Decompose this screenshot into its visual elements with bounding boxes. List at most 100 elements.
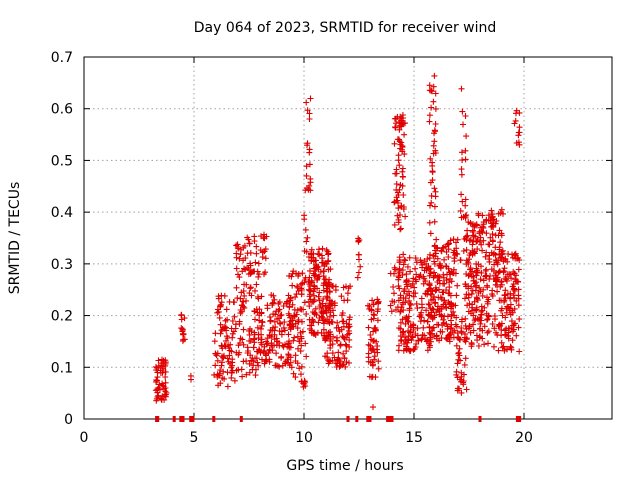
data-point xyxy=(263,352,270,359)
data-point xyxy=(247,352,254,359)
data-point xyxy=(246,327,252,334)
data-point xyxy=(218,299,225,306)
data-point xyxy=(404,317,411,324)
data-point xyxy=(369,297,376,304)
data-point xyxy=(252,259,259,266)
data-point xyxy=(465,294,472,301)
data-point xyxy=(311,309,318,316)
data-point xyxy=(396,119,403,126)
data-point xyxy=(273,350,280,357)
data-point xyxy=(307,95,314,102)
data-point xyxy=(212,330,219,337)
data-point xyxy=(488,207,495,214)
data-point xyxy=(471,280,478,287)
data-point xyxy=(246,360,253,367)
data-point xyxy=(237,335,244,342)
data-point xyxy=(252,287,258,294)
data-point xyxy=(179,328,186,335)
data-point xyxy=(432,272,439,279)
data-point xyxy=(247,262,254,269)
data-point xyxy=(270,299,277,306)
data-point xyxy=(467,329,474,336)
data-point xyxy=(504,346,511,352)
data-point xyxy=(374,317,381,324)
x-tick-label: 15 xyxy=(405,430,423,446)
data-point xyxy=(508,346,515,353)
data-point xyxy=(218,301,224,308)
data-point xyxy=(278,311,285,318)
data-point xyxy=(511,288,518,294)
data-point xyxy=(462,355,469,362)
data-point xyxy=(484,316,490,323)
data-point xyxy=(426,281,433,288)
data-point xyxy=(467,270,474,277)
data-point xyxy=(297,329,304,336)
data-point xyxy=(485,328,492,335)
data-point xyxy=(295,272,302,279)
data-point xyxy=(511,251,518,258)
data-point xyxy=(306,161,313,168)
data-point xyxy=(327,328,334,335)
data-point xyxy=(497,239,504,246)
data-point xyxy=(159,369,166,376)
data-point xyxy=(387,302,394,309)
data-point xyxy=(446,269,453,276)
data-point xyxy=(291,306,298,313)
data-point xyxy=(439,289,446,296)
data-point xyxy=(223,306,230,313)
data-point xyxy=(413,259,420,266)
data-point xyxy=(302,340,309,347)
data-point xyxy=(489,292,496,299)
data-point xyxy=(280,303,287,309)
data-point xyxy=(161,386,167,393)
data-point xyxy=(429,168,436,175)
data-point xyxy=(241,281,248,288)
data-point xyxy=(240,358,247,365)
data-point xyxy=(401,131,408,138)
data-point xyxy=(375,300,382,307)
data-point xyxy=(370,301,377,308)
data-point xyxy=(513,297,520,304)
data-point xyxy=(258,233,264,240)
data-point xyxy=(515,266,522,273)
data-point xyxy=(244,344,251,351)
data-point xyxy=(402,295,409,302)
data-point xyxy=(432,188,439,195)
data-point xyxy=(458,191,465,198)
data-point xyxy=(460,121,466,128)
data-point xyxy=(300,380,307,387)
data-point xyxy=(282,360,289,367)
data-point xyxy=(477,288,484,295)
data-point xyxy=(180,331,187,338)
data-point xyxy=(395,157,402,164)
data-point xyxy=(455,335,462,341)
data-point xyxy=(426,219,433,226)
data-point xyxy=(431,269,438,276)
data-point xyxy=(483,249,490,256)
data-point xyxy=(306,182,313,189)
data-point xyxy=(394,189,401,196)
data-point xyxy=(257,247,264,254)
data-point xyxy=(278,354,285,361)
data-point xyxy=(508,318,515,325)
x-axis-label: GPS time / hours xyxy=(286,458,403,474)
data-point xyxy=(323,285,330,292)
data-point xyxy=(512,276,518,283)
data-point xyxy=(281,319,288,325)
data-point xyxy=(237,307,244,313)
data-point xyxy=(469,227,476,234)
data-point xyxy=(222,343,229,350)
data-point xyxy=(477,276,484,283)
data-point xyxy=(433,333,440,340)
data-point xyxy=(233,242,240,249)
zero-data-point xyxy=(390,416,394,422)
data-point xyxy=(390,284,397,290)
y-tick-label: 0.3 xyxy=(51,257,73,273)
data-point xyxy=(305,278,312,285)
data-point xyxy=(439,245,446,251)
data-point xyxy=(505,304,512,311)
data-point xyxy=(405,319,412,325)
data-point xyxy=(274,362,281,369)
data-point xyxy=(426,301,433,308)
data-point xyxy=(428,199,435,206)
